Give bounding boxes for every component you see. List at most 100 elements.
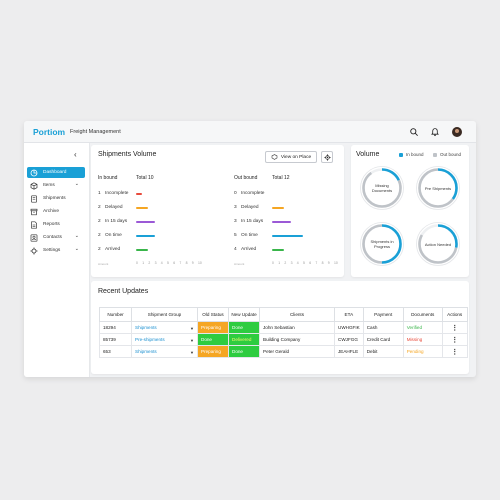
search-icon[interactable] bbox=[409, 127, 419, 137]
axis-tick-label: 0 bbox=[136, 261, 138, 265]
gauge-outer-track bbox=[416, 166, 460, 210]
old-status-badge: Preparing bbox=[197, 321, 229, 334]
cell-number: 653 bbox=[99, 345, 132, 358]
volume-card: Volume In bound Out bound Missing Docume… bbox=[351, 145, 469, 277]
cell-client: Building Company bbox=[259, 333, 335, 346]
bar-on-time bbox=[272, 234, 303, 237]
chevron-down-icon[interactable]: ⌄ bbox=[74, 246, 79, 252]
recent-updates-card: Recent Updates Number Shipment Group Old S… bbox=[91, 281, 469, 374]
sidebar-item-label: Contacts bbox=[43, 235, 62, 240]
volume-title: Volume bbox=[356, 151, 380, 158]
avatar[interactable] bbox=[452, 127, 462, 137]
sidebar-item-contacts[interactable]: Contacts ⌄ bbox=[27, 232, 85, 243]
shipment-group-select[interactable]: Pre-shipments ▼ bbox=[131, 333, 198, 346]
gear-icon bbox=[323, 153, 331, 161]
sidebar: ‹ Dashboard Items ⌄ Shipments Archive Reports… bbox=[24, 143, 90, 377]
bar-arrived bbox=[272, 248, 285, 251]
column-header-number: Number bbox=[99, 307, 132, 322]
axis-tick-label: 10 bbox=[334, 261, 338, 265]
shipments-volume-card: Shipments Volume View on Place In bound … bbox=[91, 145, 344, 277]
inbound-total: Total 10 bbox=[136, 175, 154, 181]
items-icon bbox=[30, 181, 38, 190]
axis-caption: Amount bbox=[234, 262, 245, 266]
shipments-volume-title: Shipments Volume bbox=[98, 151, 157, 158]
bar-category-label: Incomplete bbox=[241, 191, 265, 196]
table-header-row: Number Shipment Group Old Status New Update… bbox=[99, 307, 468, 322]
more-actions-icon[interactable]: ⋮ bbox=[441, 333, 468, 346]
bar-delayed bbox=[136, 206, 149, 209]
cell-payment: Credit Card bbox=[362, 333, 404, 346]
old-status-badge: Preparing bbox=[197, 345, 229, 358]
sidebar-item-dashboard[interactable]: Dashboard bbox=[27, 167, 85, 178]
gauge-outer-track bbox=[360, 222, 404, 266]
gauge-missing-documents: Missing Documents bbox=[359, 165, 405, 211]
gauge-label: Missing Documents bbox=[371, 183, 393, 193]
column-header-shipment-group: Shipment Group bbox=[131, 307, 198, 322]
sidebar-item-settings[interactable]: Settings ⌄ bbox=[27, 245, 85, 256]
view-on-place-button[interactable]: View on Place bbox=[265, 151, 317, 163]
map-pin-icon bbox=[271, 154, 278, 160]
chevron-down-icon[interactable]: ⌄ bbox=[74, 233, 79, 239]
axis-tick-label: 6 bbox=[309, 261, 312, 265]
sidebar-item-reports[interactable]: Reports bbox=[27, 219, 85, 230]
sidebar-item-archive[interactable]: Archive bbox=[27, 206, 85, 217]
bar-count-label: 2 bbox=[98, 233, 101, 238]
collapse-sidebar-icon[interactable]: ‹ bbox=[74, 150, 77, 159]
shipment-group-link[interactable]: Pre-shipments bbox=[135, 337, 165, 342]
shipments-icon bbox=[30, 194, 38, 203]
chevron-down-icon[interactable]: ⌄ bbox=[74, 181, 79, 187]
inbound-heading: In bound bbox=[98, 175, 118, 181]
shipment-group-select[interactable]: Shipments ▼ bbox=[131, 321, 198, 334]
settings-button[interactable] bbox=[321, 151, 333, 163]
sidebar-item-label: Shipments bbox=[43, 196, 66, 201]
axis-tick-label: 2 bbox=[284, 261, 287, 265]
shipment-group-select[interactable]: Shipments ▼ bbox=[131, 345, 198, 358]
sidebar-item-shipments[interactable]: Shipments bbox=[27, 193, 85, 204]
gauge-outbound-arc bbox=[362, 168, 402, 208]
axis-tick-label: 4 bbox=[160, 261, 163, 265]
axis-tick-label: 1 bbox=[142, 261, 145, 265]
axis-tick-label: 7 bbox=[179, 261, 182, 265]
settings-icon bbox=[30, 247, 38, 255]
bar-incomplete bbox=[136, 192, 143, 195]
bar-count-label: 2 bbox=[98, 247, 101, 252]
table-row: 653 Shipments ▼ Preparing Done Peter Gerald JE… bbox=[99, 345, 468, 358]
shipment-group-link[interactable]: Shipments bbox=[135, 325, 157, 330]
cell-documents: Missing bbox=[402, 333, 443, 346]
bell-icon[interactable] bbox=[430, 127, 440, 137]
gauge-action-needed: Action Needed bbox=[415, 221, 461, 267]
cell-number: 18294 bbox=[99, 321, 132, 334]
bar-category-label: On time bbox=[105, 233, 122, 238]
bar-in-15-days bbox=[136, 220, 155, 223]
bar-delayed bbox=[272, 206, 285, 209]
more-actions-icon[interactable]: ⋮ bbox=[441, 321, 468, 334]
gauge-label: Action Needed bbox=[424, 241, 452, 247]
more-actions-icon[interactable]: ⋮ bbox=[441, 345, 468, 358]
caret-down-icon[interactable]: ▼ bbox=[190, 350, 194, 355]
caret-down-icon[interactable]: ▼ bbox=[190, 338, 194, 343]
brand-logo[interactable]: Portiom bbox=[33, 127, 66, 137]
app-subtitle: Freight Management bbox=[70, 129, 121, 135]
axis-tick-label: 4 bbox=[296, 261, 299, 265]
cell-payment: Debit bbox=[362, 345, 404, 358]
cell-payment: Cash bbox=[362, 321, 404, 334]
bar-count-label: 1 bbox=[98, 191, 101, 196]
column-header-clients: Clients bbox=[259, 307, 335, 322]
axis-tick-label: 9 bbox=[191, 261, 194, 265]
cell-client: Peter Gerald bbox=[259, 345, 335, 358]
gauge-ring bbox=[416, 222, 460, 266]
gauge-inbound-arc bbox=[362, 168, 402, 208]
reports-icon bbox=[30, 220, 38, 229]
table-row: 85739 Pre-shipments ▼ Done Delivered Building… bbox=[99, 333, 468, 346]
sidebar-item-label: Settings bbox=[43, 248, 61, 253]
legend-outbound-label: Out bound bbox=[440, 152, 462, 157]
sidebar-item-items[interactable]: Items ⌄ bbox=[27, 180, 85, 191]
shipment-group-link[interactable]: Shipments bbox=[135, 349, 157, 354]
column-header-actions: Actions bbox=[441, 307, 468, 322]
gauge-ring bbox=[416, 166, 460, 210]
axis-tick-label: 7 bbox=[315, 261, 318, 265]
axis-caption: Amount bbox=[98, 262, 109, 266]
bar-count-label: 3 bbox=[234, 205, 237, 210]
sidebar-item-label: Reports bbox=[43, 222, 60, 227]
caret-down-icon[interactable]: ▼ bbox=[190, 326, 194, 331]
